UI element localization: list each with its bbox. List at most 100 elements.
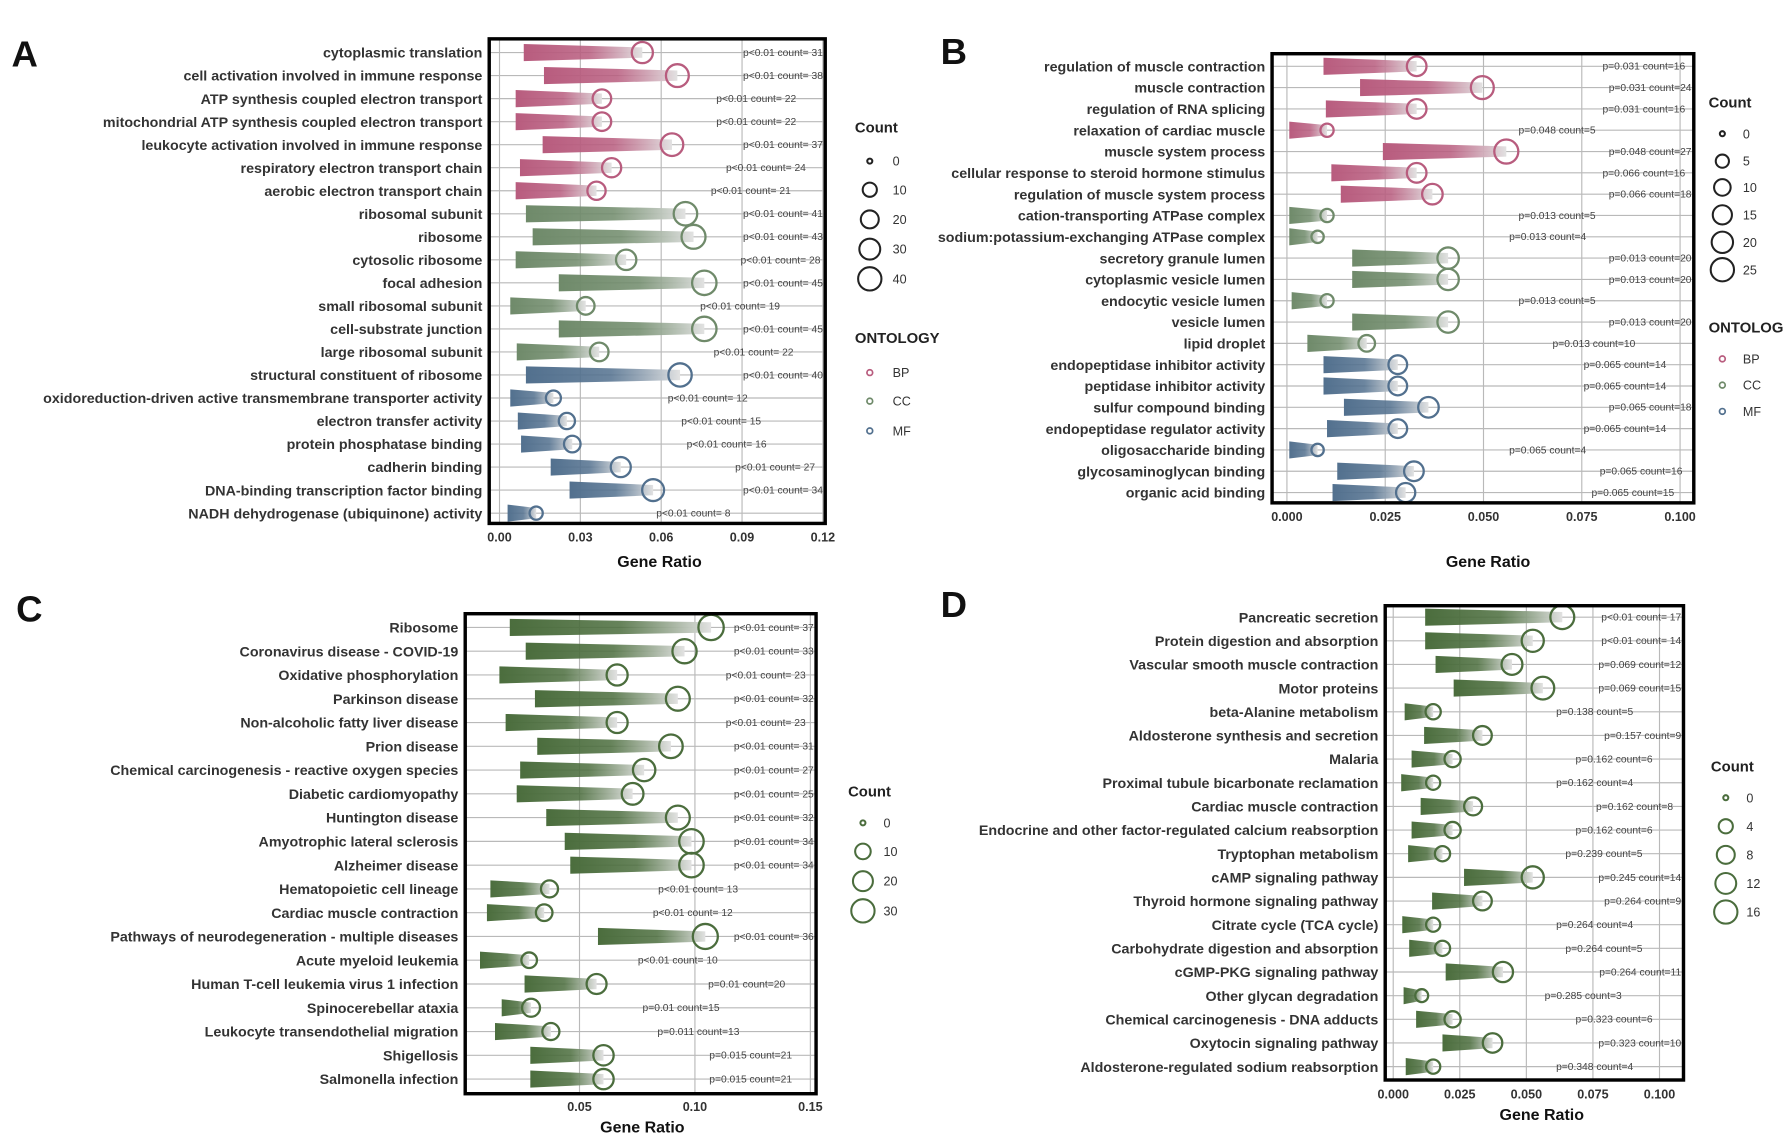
legend-size-label: 30 xyxy=(893,243,907,257)
bar xyxy=(569,481,654,499)
term-label: Non-alcoholic fatty liver disease xyxy=(240,716,458,732)
count-point xyxy=(667,362,693,388)
pvalue-count-label: p=0.01 count=15 xyxy=(643,1003,720,1014)
term-label: Protein digestion and absorption xyxy=(1155,634,1379,650)
pvalue-count-label: p=0.065 count=14 xyxy=(1584,381,1667,392)
count-point xyxy=(520,951,539,970)
legend-size-key xyxy=(1714,153,1730,169)
pvalue-count-label: p<0.01 count= 31 xyxy=(743,48,823,59)
count-point xyxy=(520,997,542,1018)
bar xyxy=(499,666,618,684)
legend-color-label: CC xyxy=(893,395,911,409)
pvalue-count-label: p=0.264 count=9 xyxy=(1604,896,1681,907)
bar xyxy=(515,182,597,200)
legend-size-key xyxy=(1710,230,1735,255)
count-point xyxy=(1433,844,1452,863)
term-label: Ribosome xyxy=(389,621,458,637)
bar xyxy=(510,297,586,315)
pvalue-count-label: p=0.162 count=6 xyxy=(1576,755,1653,766)
term-label: sulfur compound binding xyxy=(1093,400,1265,416)
count-point xyxy=(1424,774,1442,791)
bar xyxy=(1337,462,1414,480)
pvalue-count-label: p<0.01 count= 21 xyxy=(711,186,791,197)
count-legend: Count 0 5 10 15 20 25 xyxy=(1709,95,1757,283)
count-point xyxy=(1471,890,1493,912)
bar xyxy=(1416,1010,1453,1028)
x-axis-title: Gene Ratio xyxy=(1446,554,1531,571)
term-label: Thyroid hormone signaling pathway xyxy=(1133,894,1378,910)
pvalue-count-label: p<0.01 count= 28 xyxy=(741,255,821,266)
pvalue-count-label: p<0.01 count= 23 xyxy=(726,670,806,681)
bar xyxy=(517,412,567,430)
bar xyxy=(495,1022,551,1041)
term-label: Oxytocin signaling pathway xyxy=(1190,1036,1379,1052)
term-label: Shigellosis xyxy=(383,1048,458,1064)
term-label: Carbohydrate digestion and absorption xyxy=(1111,941,1378,957)
bar xyxy=(1425,632,1533,650)
legend-title: ONTOLOGY xyxy=(855,331,940,347)
pvalue-count-label: p=0.069 count=15 xyxy=(1598,684,1681,695)
bar xyxy=(1327,420,1398,438)
pvalue-count-label: p=0.065 count=14 xyxy=(1584,424,1667,435)
x-tick-label: 0.10 xyxy=(683,1100,707,1114)
term-label: Aldosterone-regulated sodium reabsorptio… xyxy=(1080,1060,1378,1076)
term-label: Proximal tubule bicarbonate reclamation xyxy=(1102,776,1378,792)
count-point xyxy=(1405,161,1428,184)
pvalue-count-label: p<0.01 count= 12 xyxy=(668,393,748,404)
term-label: muscle system process xyxy=(1104,145,1265,161)
term-label: Acute myeloid leukemia xyxy=(296,953,460,969)
pvalue-count-label: p=0.065 count=15 xyxy=(1591,488,1674,499)
bar xyxy=(1425,608,1563,626)
bar xyxy=(1340,185,1433,203)
bar xyxy=(1291,292,1328,310)
pvalue-count-label: p<0.01 count= 10 xyxy=(638,956,718,967)
count-point xyxy=(1387,375,1409,397)
term-label: peptidase inhibitor activity xyxy=(1084,379,1265,395)
pvalue-count-label: p<0.01 count= 12 xyxy=(653,908,733,919)
count-point xyxy=(1469,74,1495,101)
pvalue-count-label: p<0.01 count= 17 xyxy=(1601,613,1681,624)
count-point xyxy=(1424,703,1442,721)
term-label: Human T-cell leukemia virus 1 infection xyxy=(191,977,458,993)
count-point xyxy=(664,63,690,89)
pvalue-count-label: p<0.01 count= 27 xyxy=(735,463,815,474)
count-point xyxy=(1319,207,1335,224)
pvalue-count-label: p<0.01 count= 41 xyxy=(743,209,823,220)
count-point xyxy=(659,132,685,158)
legend-size-label: 10 xyxy=(883,845,897,859)
count-point xyxy=(609,455,632,479)
x-tick-label: 0.00 xyxy=(487,531,511,545)
legend-color-key xyxy=(1718,407,1727,416)
term-label: Citrate cycle (TCA cycle) xyxy=(1212,918,1379,934)
count-point xyxy=(1443,1010,1462,1029)
legend-size-label: 10 xyxy=(893,183,907,197)
term-label: electron transfer activity xyxy=(317,414,483,430)
count-point xyxy=(1436,267,1460,292)
pvalue-count-label: p=0.013 count=20 xyxy=(1609,275,1692,286)
term-label: ribosome xyxy=(418,230,482,246)
pvalue-count-label: p=0.013 count=10 xyxy=(1553,339,1636,350)
pvalue-count-label: p=0.065 count=18 xyxy=(1609,403,1692,414)
bar xyxy=(1289,441,1318,459)
pvalue-count-label: p<0.01 count= 36 xyxy=(734,932,814,943)
legend-size-label: 15 xyxy=(1743,208,1757,222)
legend-size-key xyxy=(1718,130,1726,138)
legend-size-key xyxy=(1715,844,1736,865)
panel-B: B 0.000 0.025 0.050 0.075 0.100 regulation of … xyxy=(938,31,1783,571)
bar xyxy=(1289,206,1328,225)
count-point xyxy=(1310,229,1325,245)
count-legend: Count 0 4 8 12 16 xyxy=(1711,759,1760,925)
bar xyxy=(525,366,681,384)
bar xyxy=(1360,79,1483,97)
count-point xyxy=(592,1067,615,1091)
legend-title: Count xyxy=(1711,759,1754,775)
pvalue-count-label: p=0.015 count=21 xyxy=(709,1075,792,1086)
count-point xyxy=(539,879,560,899)
bar xyxy=(509,618,712,636)
term-label: organic acid binding xyxy=(1126,486,1266,502)
count-point xyxy=(631,757,657,783)
count-point xyxy=(1405,97,1428,120)
bar xyxy=(1325,100,1417,118)
term-label: cGMP-PKG signaling pathway xyxy=(1175,965,1379,981)
pvalue-count-label: p<0.01 count= 8 xyxy=(656,509,730,520)
